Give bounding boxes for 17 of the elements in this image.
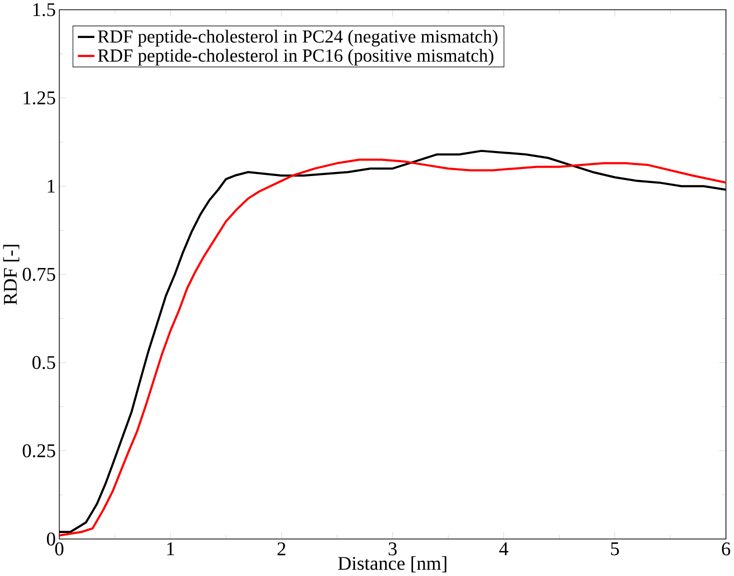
x-tick-label: 2 xyxy=(278,542,286,556)
y-tick-label: 0.75 xyxy=(22,268,56,282)
y-tick-label: 0 xyxy=(46,532,56,546)
y-tick-label: 0.25 xyxy=(22,444,56,458)
y-axis-title: RDF [-] xyxy=(3,245,20,305)
y-tick-label: 1.5 xyxy=(33,3,56,16)
x-tick-label: 1 xyxy=(167,542,174,556)
y-tick-label: 1 xyxy=(48,180,55,193)
x-axis-title: Distance [nm] xyxy=(338,556,446,573)
x-tick-label: 3 xyxy=(388,542,397,556)
x-tick-label: 6 xyxy=(722,542,730,556)
y-tick-label: 0.5 xyxy=(32,356,56,370)
x-tick-label: 5 xyxy=(611,542,619,556)
x-tick-label: 4 xyxy=(499,542,508,556)
y-tick-label: 1.25 xyxy=(24,92,56,105)
legend-label: RDF peptide-cholesterol in PC16 (positive mismatch) xyxy=(98,49,494,66)
legend-label: RDF peptide-cholesterol in PC24 (negative mismatch) xyxy=(98,30,498,47)
